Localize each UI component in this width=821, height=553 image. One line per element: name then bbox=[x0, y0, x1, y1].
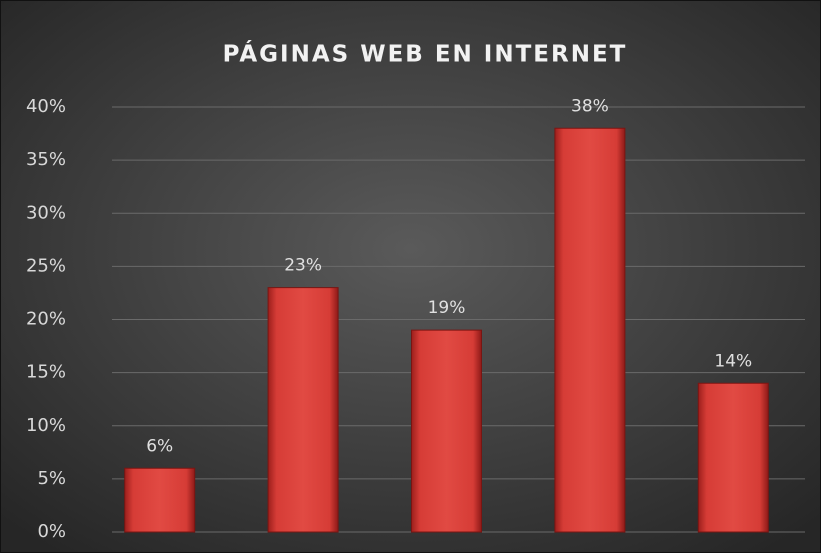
y-tick-label: 25% bbox=[26, 255, 66, 276]
chart-title: PÁGINAS WEB EN INTERNET bbox=[223, 40, 628, 68]
bar bbox=[267, 287, 339, 533]
value-label: 6% bbox=[146, 436, 173, 456]
y-tick-label: 10% bbox=[26, 415, 66, 436]
y-tick-label: 15% bbox=[26, 362, 66, 383]
value-label: 14% bbox=[714, 351, 752, 371]
y-tick-label: 0% bbox=[37, 521, 66, 542]
y-tick-label: 5% bbox=[37, 468, 66, 489]
value-label: 38% bbox=[571, 96, 609, 116]
y-tick-label: 30% bbox=[26, 202, 66, 223]
y-tick-label: 35% bbox=[26, 149, 66, 170]
value-label: 23% bbox=[284, 256, 322, 276]
bar bbox=[411, 329, 482, 533]
bar bbox=[554, 127, 626, 533]
value-label: 19% bbox=[428, 298, 466, 318]
bar bbox=[124, 467, 196, 533]
bar bbox=[697, 382, 769, 533]
y-tick-label: 20% bbox=[26, 309, 66, 330]
y-tick-label: 40% bbox=[26, 96, 66, 117]
